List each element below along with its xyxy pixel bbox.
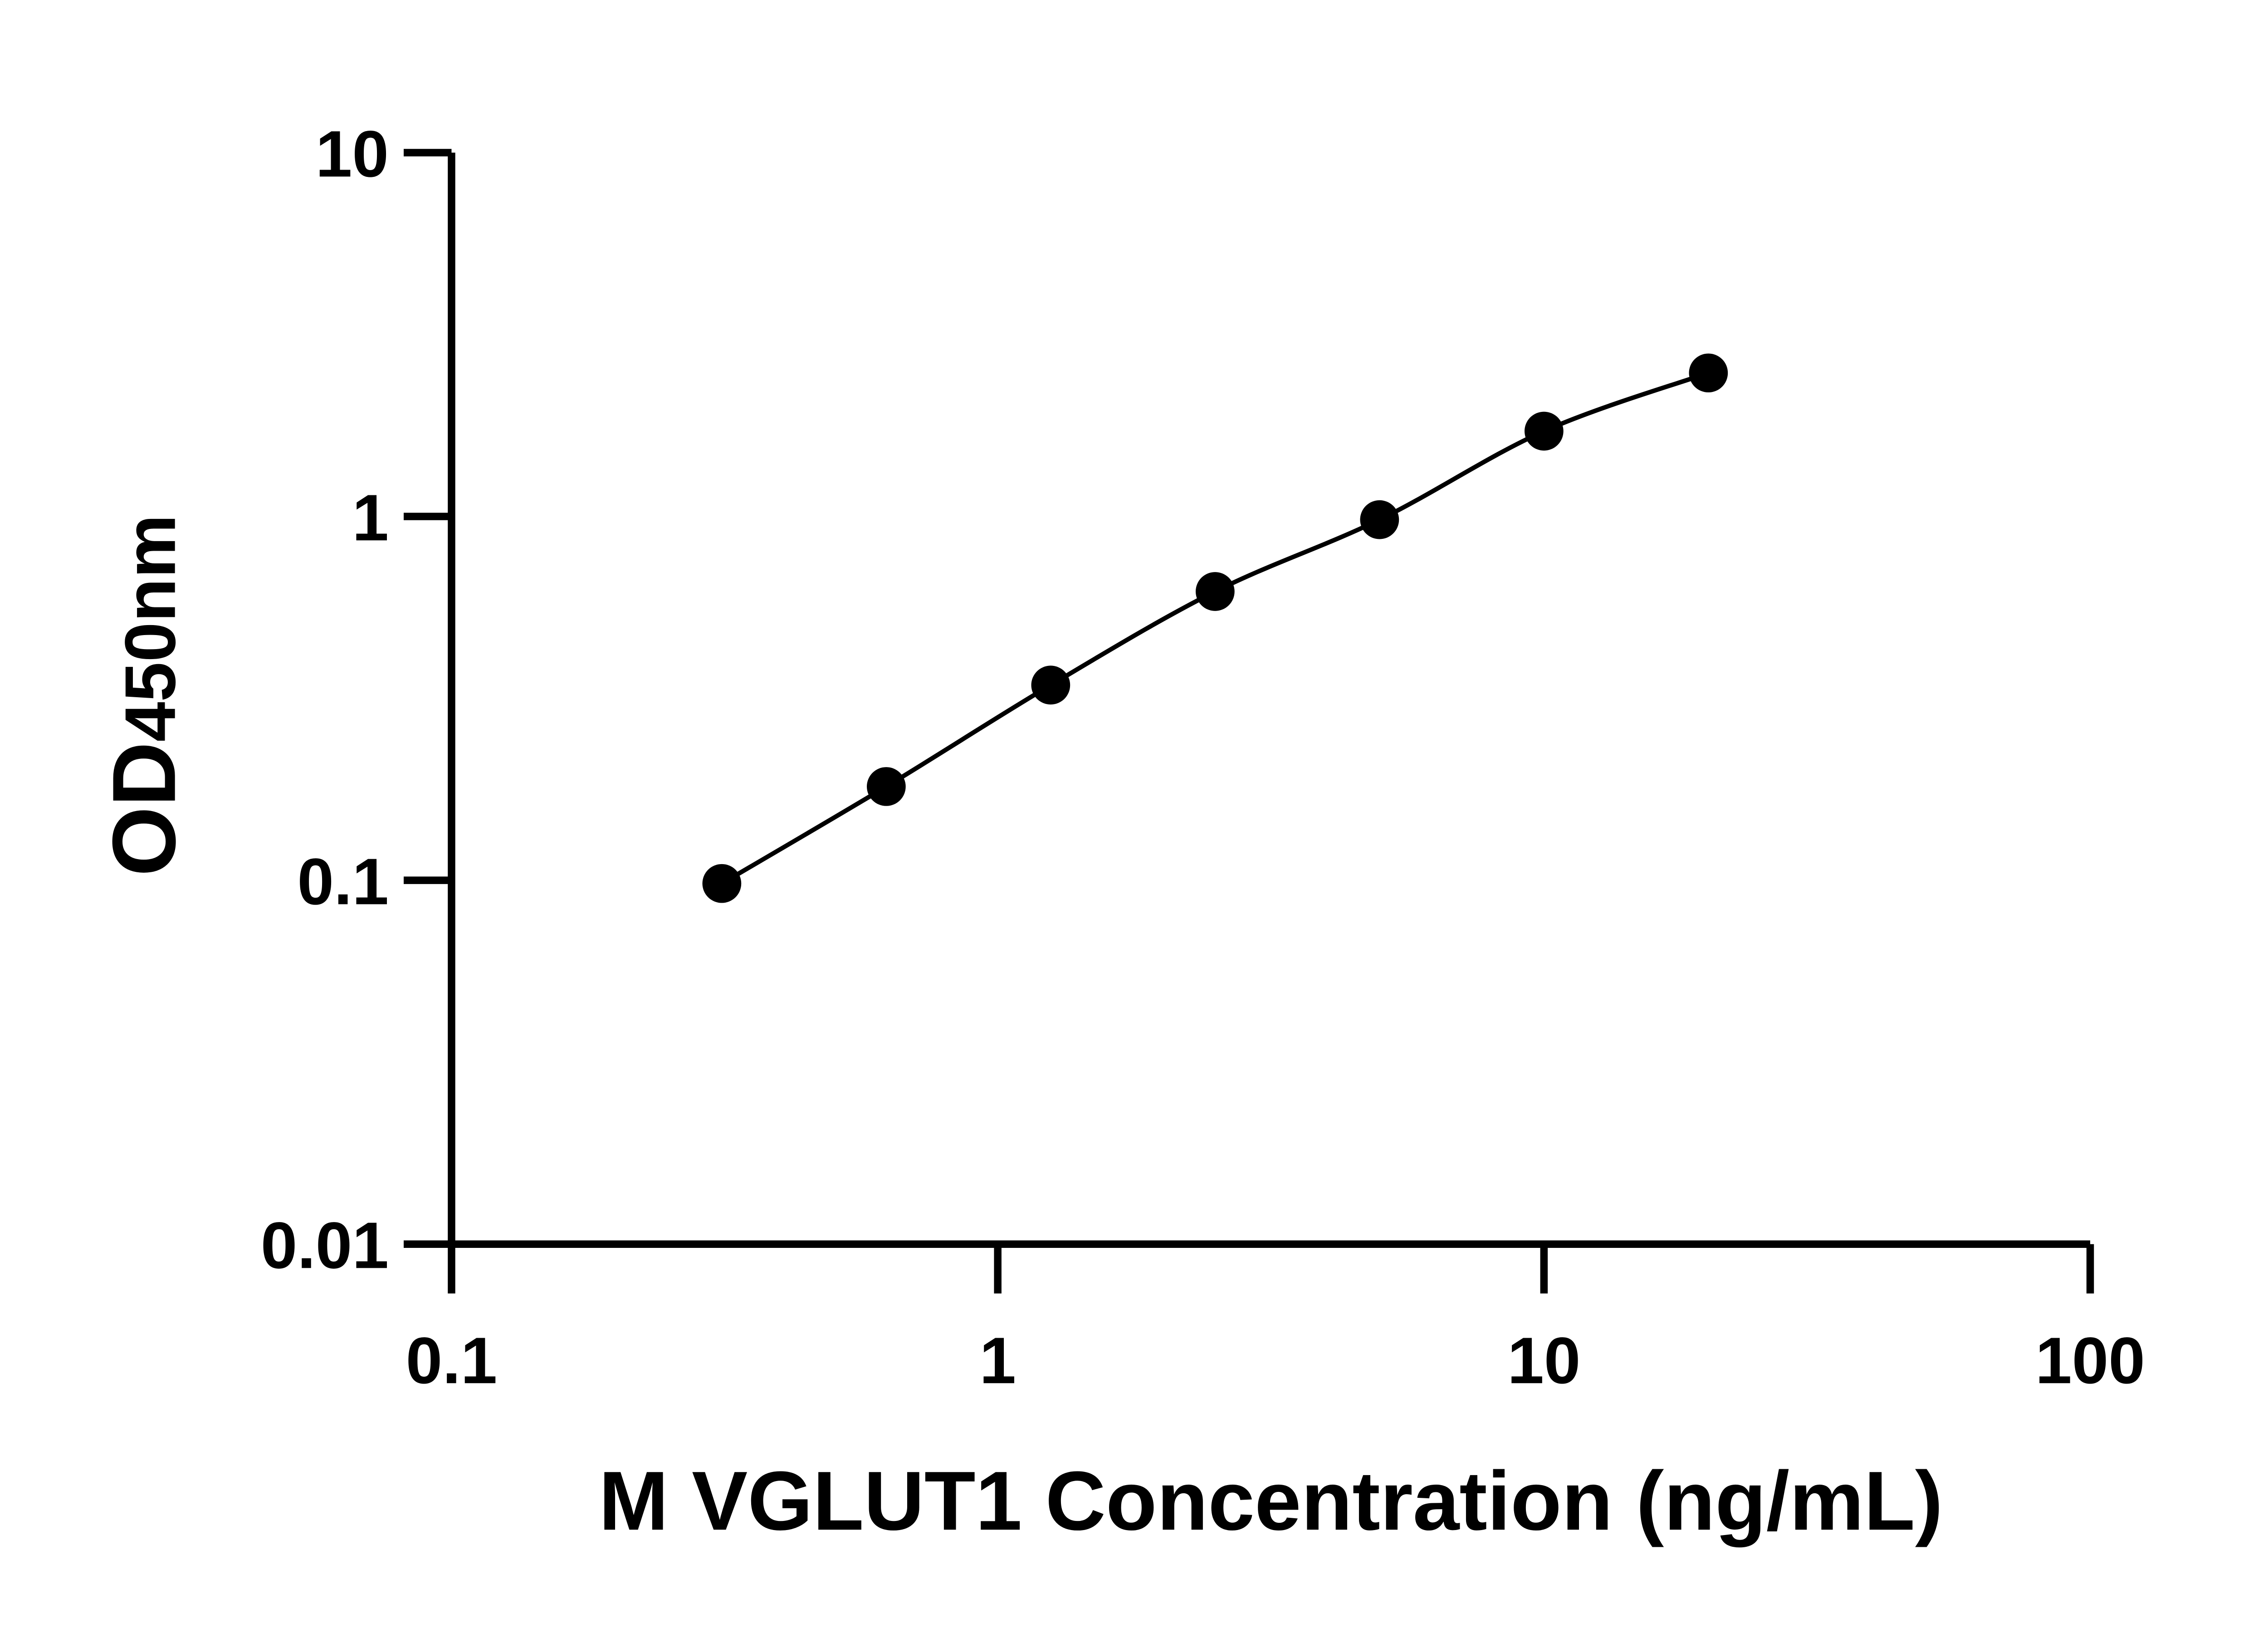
data-point	[1360, 500, 1399, 539]
x-axis-label: M VGLUT1 Concentration (ng/mL)	[599, 1454, 1943, 1548]
y-axis-label: OD450nm	[94, 514, 194, 876]
y-axis-label-sub: 450nm	[110, 514, 191, 742]
data-point	[1524, 411, 1564, 451]
x-tick-label: 1	[979, 1324, 1016, 1397]
x-tick-label: 10	[1507, 1324, 1580, 1397]
data-point	[1031, 665, 1070, 705]
data-point	[1195, 572, 1235, 611]
fit-curve	[720, 371, 1709, 885]
y-tick-label: 0.1	[297, 845, 389, 918]
data-marks	[702, 353, 1728, 903]
data-point	[1689, 353, 1728, 393]
y-axis-label-main: OD	[94, 742, 194, 876]
y-tick-label: 10	[316, 117, 389, 191]
y-tick-label: 1	[352, 481, 389, 554]
x-tick-label: 100	[2035, 1324, 2145, 1397]
data-point	[866, 767, 906, 806]
x-tick-label: 0.1	[406, 1324, 498, 1397]
data-point	[702, 864, 742, 903]
y-tick-label: 0.01	[261, 1208, 389, 1282]
